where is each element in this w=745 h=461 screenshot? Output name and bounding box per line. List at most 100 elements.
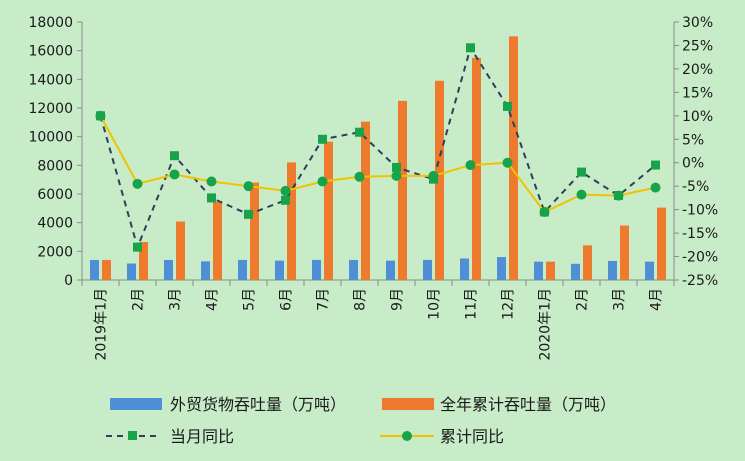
- bar-2: [546, 261, 555, 280]
- line-point-square: [281, 195, 290, 205]
- line-point-circle: [95, 110, 106, 121]
- bar-1: [645, 261, 654, 280]
- y-left-tick-label: 14000: [28, 72, 73, 88]
- bar-1: [497, 257, 506, 280]
- line-point-square: [466, 43, 475, 53]
- y-right-tick-label: -10%: [682, 203, 718, 219]
- x-tick-label: 9月: [390, 288, 406, 311]
- x-tick-label: 10月: [427, 288, 443, 320]
- legend-swatch-bar1: [110, 398, 162, 410]
- bar-2: [102, 259, 111, 280]
- bar-2: [324, 141, 333, 280]
- line-point-square: [392, 162, 401, 172]
- y-left-tick-label: 10000: [28, 130, 73, 146]
- bar-1: [164, 259, 173, 280]
- y-right-tick-label: 0%: [682, 156, 704, 172]
- line-point-circle: [428, 170, 439, 181]
- y-left-tick-label: 8000: [37, 158, 73, 174]
- bar-1: [312, 259, 321, 280]
- x-tick-label: 7月: [316, 288, 332, 311]
- bar-1: [608, 260, 617, 280]
- legend-marker-line1: [128, 431, 137, 440]
- y-right-tick-label: 30%: [682, 15, 713, 31]
- x-tick-label: 12月: [501, 288, 517, 320]
- y-right-tick-label: -15%: [682, 226, 718, 242]
- bar-2: [620, 225, 629, 280]
- series-line-1: [99, 45, 657, 251]
- y-left-tick-label: 4000: [37, 216, 73, 232]
- line-point-circle: [354, 171, 365, 182]
- y-right-tick-label: 5%: [682, 132, 704, 148]
- bar-2: [435, 80, 444, 281]
- line-point-square: [244, 209, 253, 219]
- bar-1: [90, 259, 99, 280]
- bar-1: [349, 259, 358, 280]
- bar-1: [238, 259, 247, 280]
- x-tick-label: 11月: [464, 288, 480, 320]
- x-tick-label: 3月: [612, 288, 628, 311]
- legend-swatch-bar2: [382, 398, 434, 410]
- x-tick-label: 8月: [353, 288, 369, 311]
- tick-labels: 0 2000 4000 6000 8000 10000 12000 14000 16000 180…: [28, 15, 718, 361]
- x-tick-label: 2019年1月: [94, 288, 110, 361]
- line-point-circle: [539, 206, 550, 217]
- bars: [90, 36, 666, 281]
- y-left-tick-label: 18000: [28, 15, 73, 31]
- line-point-circle: [243, 181, 254, 192]
- bar-1: [423, 259, 432, 280]
- bar-2: [139, 242, 148, 280]
- y-left-tick-label: 12000: [28, 101, 73, 117]
- line-point-square: [133, 242, 142, 252]
- y-right-tick-label: 25%: [682, 38, 713, 54]
- x-tick-label: 4月: [649, 288, 665, 311]
- bar-1: [386, 260, 395, 280]
- line-point-circle: [465, 160, 476, 171]
- line-point-circle: [206, 176, 217, 187]
- bar-1: [571, 263, 580, 280]
- bar-2: [250, 182, 259, 280]
- x-tick-label: 2020年1月: [538, 288, 554, 361]
- y-right-tick-label: -20%: [682, 250, 718, 266]
- line-point-circle: [502, 157, 513, 168]
- line-point-square: [503, 101, 512, 111]
- bar-2: [657, 207, 666, 280]
- x-tick-label: 2月: [575, 288, 591, 311]
- bar-2: [361, 121, 370, 280]
- line-point-square: [355, 127, 364, 137]
- line-point-square: [577, 167, 586, 177]
- bar-2: [583, 245, 592, 280]
- legend-marker-line2: [402, 431, 412, 441]
- x-tick-label: 3月: [168, 288, 184, 311]
- line-point-circle: [169, 169, 180, 180]
- y-right-tick-label: 20%: [682, 62, 713, 78]
- line-point-circle: [280, 185, 291, 196]
- line-point-square: [207, 193, 216, 203]
- y-right-tick-label: 10%: [682, 109, 713, 125]
- line-point-circle: [613, 190, 624, 201]
- line-point-square: [318, 134, 327, 144]
- lines: [95, 43, 661, 252]
- line-point-circle: [576, 189, 587, 200]
- bar-1: [275, 260, 284, 280]
- line-point-square: [170, 151, 179, 161]
- y-right-tick-label: -25%: [682, 273, 718, 289]
- y-right-tick-label: -5%: [682, 179, 709, 195]
- bar-2: [509, 36, 518, 281]
- y-left-tick-label: 6000: [37, 187, 73, 203]
- y-left-tick-label: 0: [64, 273, 73, 289]
- y-left-tick-label: 16000: [28, 44, 73, 60]
- legend-label-line2: 累计同比: [440, 427, 504, 446]
- bar-1: [460, 258, 469, 280]
- line-point-circle: [650, 182, 661, 193]
- x-tick-label: 4月: [205, 288, 221, 311]
- series-line-2: [99, 115, 656, 214]
- bar-1: [201, 261, 210, 280]
- bar-1: [534, 261, 543, 280]
- bar-2: [472, 57, 481, 281]
- legend: 外贸货物吞吐量（万吨） 全年累计吞吐量（万吨） 当月同比 累计同比: [106, 395, 616, 446]
- legend-label-bar2: 全年累计吞吐量（万吨）: [440, 395, 616, 414]
- legend-label-line1: 当月同比: [170, 427, 234, 446]
- bar-2: [287, 162, 296, 280]
- y-left-tick-label: 2000: [37, 244, 73, 260]
